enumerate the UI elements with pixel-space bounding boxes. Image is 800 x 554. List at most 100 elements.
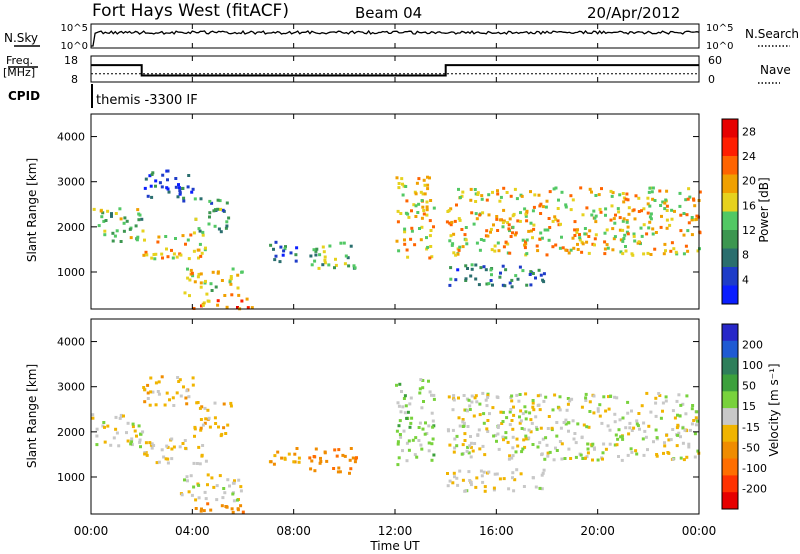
echo-cell [456, 252, 460, 256]
colorbar-tick-label: 8 [742, 249, 749, 262]
echo-cell [502, 208, 506, 212]
echo-cell [494, 433, 498, 437]
echo-cell [489, 268, 493, 272]
echo-cell [102, 421, 106, 424]
echo-cell [469, 483, 473, 487]
echo-cell [524, 392, 528, 396]
echo-cell [204, 417, 208, 421]
echo-cell [559, 426, 563, 430]
echo-cell [670, 208, 674, 212]
echo-cell [507, 487, 511, 491]
echo-cell [467, 470, 471, 474]
echo-cell [581, 213, 585, 217]
echo-cell [430, 411, 434, 415]
echo-cell [466, 445, 470, 449]
echo-cell [309, 467, 313, 471]
echo-cell [511, 476, 514, 480]
x-tick-label: 12:00 [378, 524, 413, 538]
echo-cell [521, 447, 525, 451]
echo-cell [273, 258, 277, 262]
echo-cell [537, 268, 541, 272]
echo-cell [174, 177, 178, 180]
echo-cell [513, 478, 517, 482]
noise-sky-label: N.Sky [4, 31, 38, 45]
echo-cell [569, 208, 573, 212]
echo-cell [664, 395, 668, 399]
freq-trace [91, 64, 699, 77]
echo-cell [642, 207, 646, 211]
echo-cell [473, 396, 477, 400]
echo-cell [166, 178, 169, 182]
echo-cell [187, 490, 191, 494]
echo-cell [154, 179, 158, 183]
echo-cell [690, 218, 694, 222]
echo-cell [475, 476, 479, 480]
echo-cell [468, 444, 472, 448]
echo-cell [211, 270, 215, 274]
echo-cell [634, 449, 638, 453]
echo-cell [451, 428, 455, 432]
echo-cell [327, 263, 331, 267]
echo-cell [457, 416, 461, 420]
echo-cell [558, 395, 562, 399]
echo-cell [615, 396, 619, 400]
echo-cell [219, 207, 222, 211]
echo-cell [627, 432, 631, 436]
echo-cell [239, 489, 243, 493]
echo-cell [522, 438, 526, 442]
echo-cell [110, 214, 113, 218]
echo-cell [293, 452, 297, 456]
echo-cell [497, 424, 501, 428]
echo-cell [554, 217, 558, 221]
echo-cell [620, 435, 624, 439]
echo-cell [310, 459, 314, 463]
echo-cell [546, 454, 550, 458]
echo-cell [420, 199, 424, 202]
echo-cell [398, 382, 402, 386]
echo-cell [456, 483, 460, 487]
echo-cell [520, 427, 524, 430]
power-ylabel: Slant Range [km] [25, 158, 39, 262]
echo-cell [508, 410, 512, 414]
echo-cell [647, 424, 651, 428]
echo-cell [313, 469, 317, 473]
echo-cell [620, 458, 624, 462]
echo-cell [498, 199, 502, 203]
echo-cell [524, 214, 528, 218]
echo-cell [219, 434, 223, 438]
echo-cell [91, 413, 95, 417]
echo-cell [421, 192, 425, 196]
echo-cell [404, 211, 408, 215]
echo-cell [626, 400, 630, 404]
echo-cell [458, 245, 462, 249]
echo-cell [482, 412, 486, 416]
echo-cell [644, 435, 648, 439]
echo-cell [663, 242, 667, 246]
echo-cell [587, 425, 591, 429]
echo-cell [178, 189, 182, 193]
colorbar-swatch [722, 340, 738, 359]
echo-cell [417, 202, 421, 206]
echo-cell [406, 255, 410, 259]
echo-cell [594, 233, 598, 237]
echo-cell [472, 222, 476, 226]
echo-cell [409, 421, 413, 425]
echo-cell [685, 455, 689, 459]
echo-cell [207, 222, 211, 226]
echo-cell [570, 397, 574, 401]
echo-cell [654, 396, 658, 400]
echo-cell [621, 416, 625, 420]
echo-cell [580, 250, 584, 254]
echo-cell [646, 448, 649, 452]
echo-cell [344, 254, 348, 258]
echo-cell [312, 248, 316, 252]
echo-cell [197, 496, 201, 500]
echo-cell [598, 207, 602, 211]
freq-label-bottom: [MHz] [3, 66, 35, 79]
echo-cell [415, 455, 419, 459]
echo-cell [239, 504, 243, 508]
echo-cell [474, 212, 478, 216]
echo-cell [522, 427, 526, 431]
echo-cell [576, 248, 580, 251]
velocity-frame [90, 318, 700, 515]
